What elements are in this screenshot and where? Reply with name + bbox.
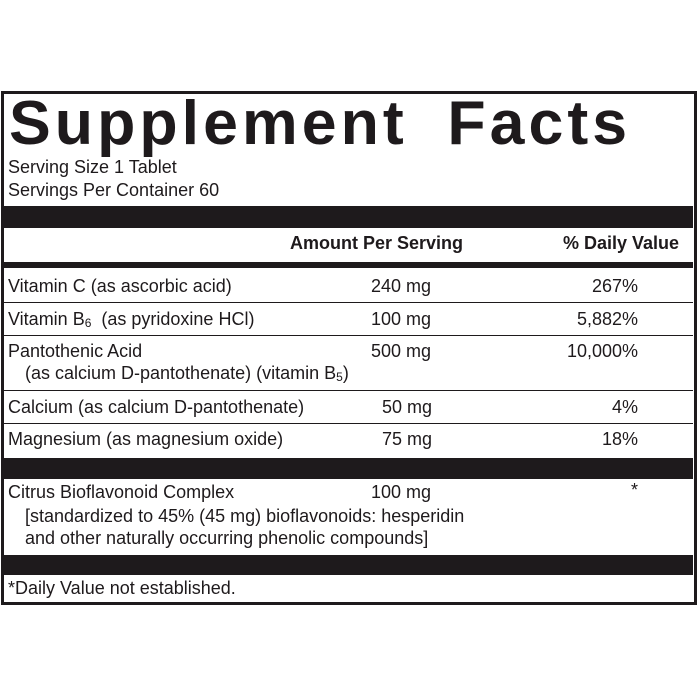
thick-divider-top bbox=[4, 206, 693, 228]
nutrient-amount: 75 mg bbox=[382, 429, 433, 449]
nutrient-amount: 500 mg bbox=[371, 341, 432, 361]
nutrient-name-detail: (as calcium D-pantothenate) (vitamin B5) bbox=[25, 363, 349, 384]
serving-size: Serving Size 1 Tablet bbox=[8, 157, 177, 177]
thick-divider-bottom bbox=[4, 555, 693, 575]
nutrient-name: Magnesium (as magnesium oxide) bbox=[8, 429, 284, 449]
nutrient-amount: 50 mg bbox=[382, 397, 433, 417]
medium-divider bbox=[4, 262, 693, 268]
panel-title: Supplement Facts bbox=[9, 89, 632, 158]
nutrient-name: Vitamin B6 (as pyridoxine HCl) bbox=[8, 309, 255, 330]
other-ingredient-daily-value: * bbox=[630, 480, 638, 500]
servings-per-container: Servings Per Container 60 bbox=[8, 180, 220, 200]
nutrient-daily-value: 4% bbox=[611, 397, 638, 417]
nutrient-name: Pantothenic Acid bbox=[8, 341, 143, 361]
nutrient-amount: 100 mg bbox=[371, 309, 432, 329]
nutrient-name: Vitamin C (as ascorbic acid) bbox=[8, 276, 232, 296]
nutrient-daily-value: 10,000% bbox=[566, 341, 638, 361]
nutrient-daily-value: 18% bbox=[601, 429, 638, 449]
row-divider bbox=[4, 302, 693, 303]
other-ingredient-name: Citrus Bioflavonoid Complex bbox=[8, 482, 235, 502]
supplement-facts-panel bbox=[1, 91, 697, 605]
nutrient-amount: 240 mg bbox=[371, 276, 432, 296]
other-ingredient-detail-line2: and other naturally occurring phenolic c… bbox=[25, 528, 429, 548]
other-ingredient-detail-line1: [standardized to 45% (45 mg) bioflavonoi… bbox=[25, 506, 465, 526]
nutrient-name: Calcium (as calcium D-pantothenate) bbox=[8, 397, 305, 417]
row-divider bbox=[4, 390, 693, 391]
footnote: *Daily Value not established. bbox=[8, 578, 236, 598]
nutrient-daily-value: 5,882% bbox=[576, 309, 638, 329]
other-ingredient-amount: 100 mg bbox=[371, 482, 432, 502]
thick-divider-middle bbox=[4, 458, 693, 479]
row-divider bbox=[4, 335, 693, 336]
daily-value-header: % Daily Value bbox=[563, 233, 680, 253]
row-divider bbox=[4, 423, 693, 424]
nutrient-daily-value: 267% bbox=[591, 276, 638, 296]
amount-per-serving-header: Amount Per Serving bbox=[290, 233, 464, 253]
